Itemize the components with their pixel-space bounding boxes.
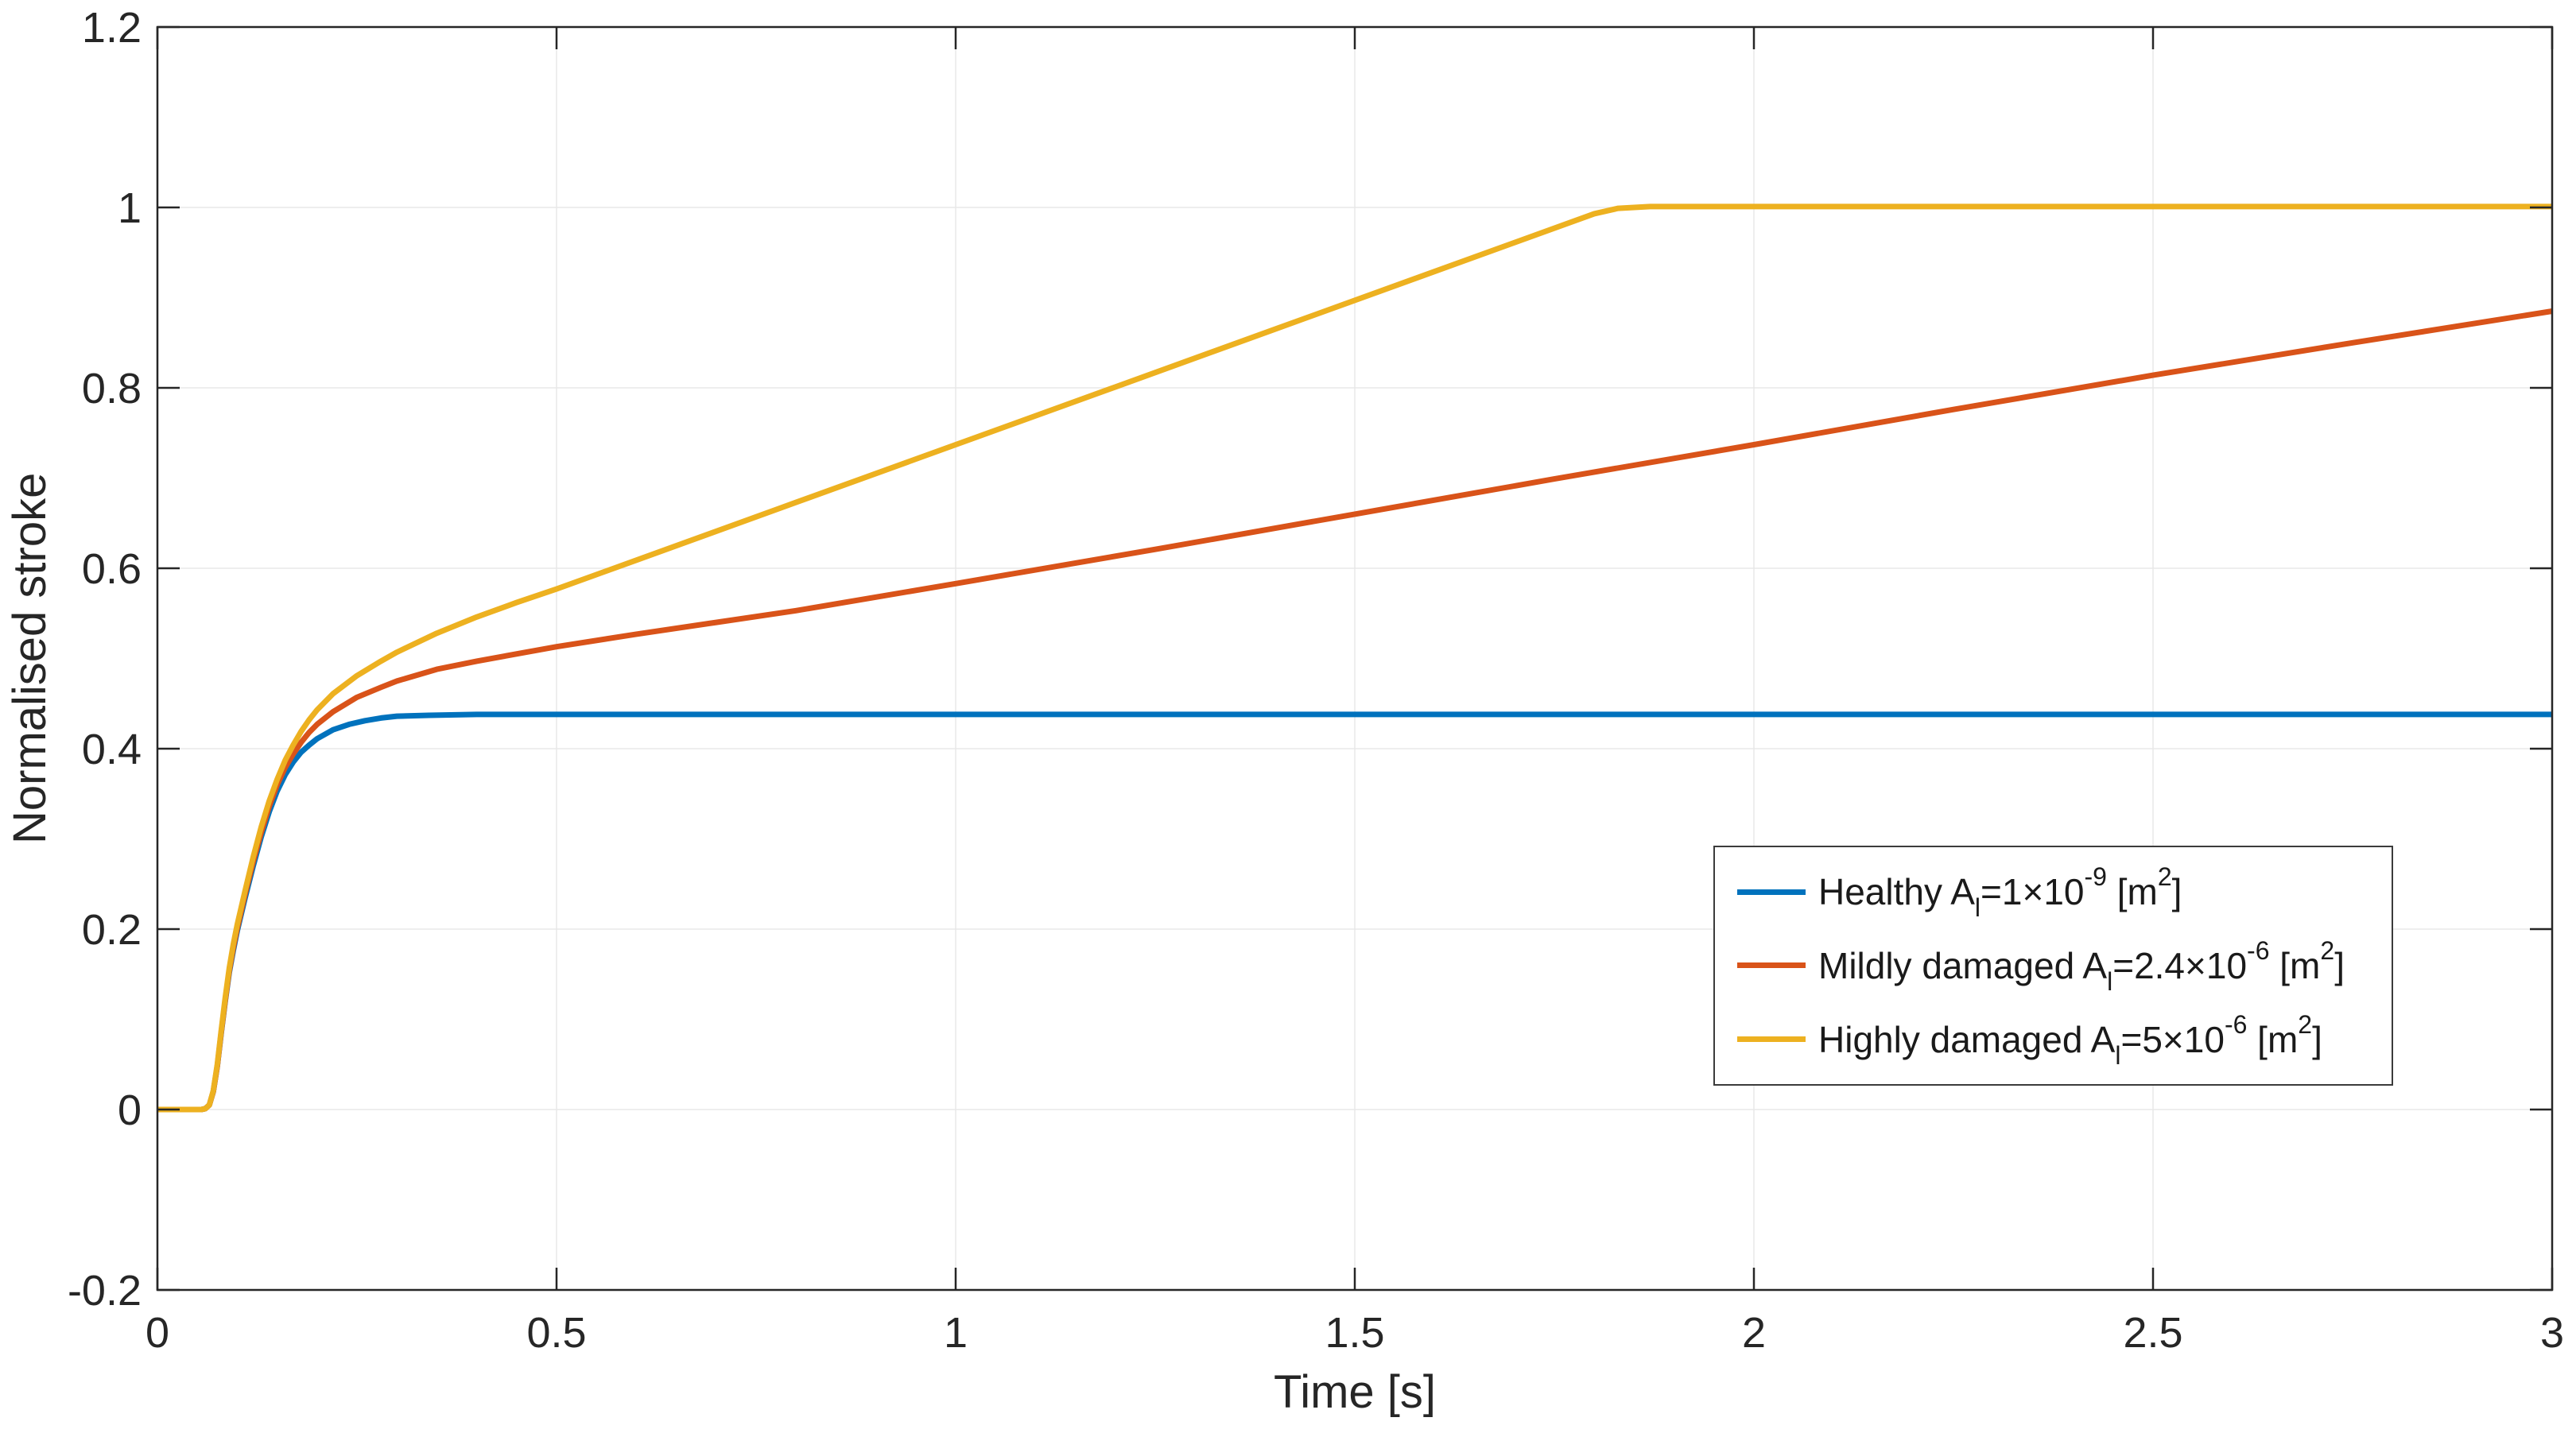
y-tick-label: 1 (118, 184, 142, 232)
x-tick-label: 0 (145, 1309, 169, 1357)
y-tick-label: -0.2 (68, 1267, 142, 1315)
x-tick-label: 1 (944, 1309, 968, 1357)
legend-row-healthy: Healthy Al=1×10-9 [m2] (1737, 862, 2384, 923)
legend: Healthy Al=1×10-9 [m2] Mildly damaged Al=… (1713, 846, 2393, 1086)
y-tick-label: 0.2 (82, 906, 142, 954)
legend-label-mildly-damaged: Mildly damaged Al=2.4×10-6 [m2] (1818, 935, 2345, 996)
y-tick-label: 1.2 (82, 4, 142, 52)
y-tick-label: 0 (118, 1086, 142, 1134)
y-tick-label: 0.8 (82, 365, 142, 412)
legend-line-sample-highly-damaged (1737, 1036, 1806, 1043)
x-tick-label: 3 (2540, 1309, 2564, 1357)
x-tick-label: 2.5 (2123, 1309, 2182, 1357)
legend-line-sample-mildly-damaged (1737, 962, 1806, 969)
series-line-highly-damaged (157, 203, 2552, 1113)
legend-row-highly-damaged: Highly damaged Al=5×10-6 [m2] (1737, 1009, 2384, 1070)
y-axis-label: Normalised stroke (4, 472, 56, 844)
legend-line-sample-healthy (1737, 889, 1806, 895)
x-tick-label: 2 (1742, 1309, 1766, 1357)
y-tick-label: 0.6 (82, 545, 142, 593)
x-tick-label: 1.5 (1325, 1309, 1384, 1357)
legend-label-healthy: Healthy Al=1×10-9 [m2] (1818, 862, 2182, 923)
legend-row-mildly-damaged: Mildly damaged Al=2.4×10-6 [m2] (1737, 935, 2384, 996)
y-tick-label: 0.4 (82, 726, 142, 773)
x-axis-label: Time [s] (1273, 1366, 1437, 1418)
x-tick-label: 0.5 (526, 1309, 586, 1357)
legend-label-highly-damaged: Highly damaged Al=5×10-6 [m2] (1818, 1009, 2322, 1070)
